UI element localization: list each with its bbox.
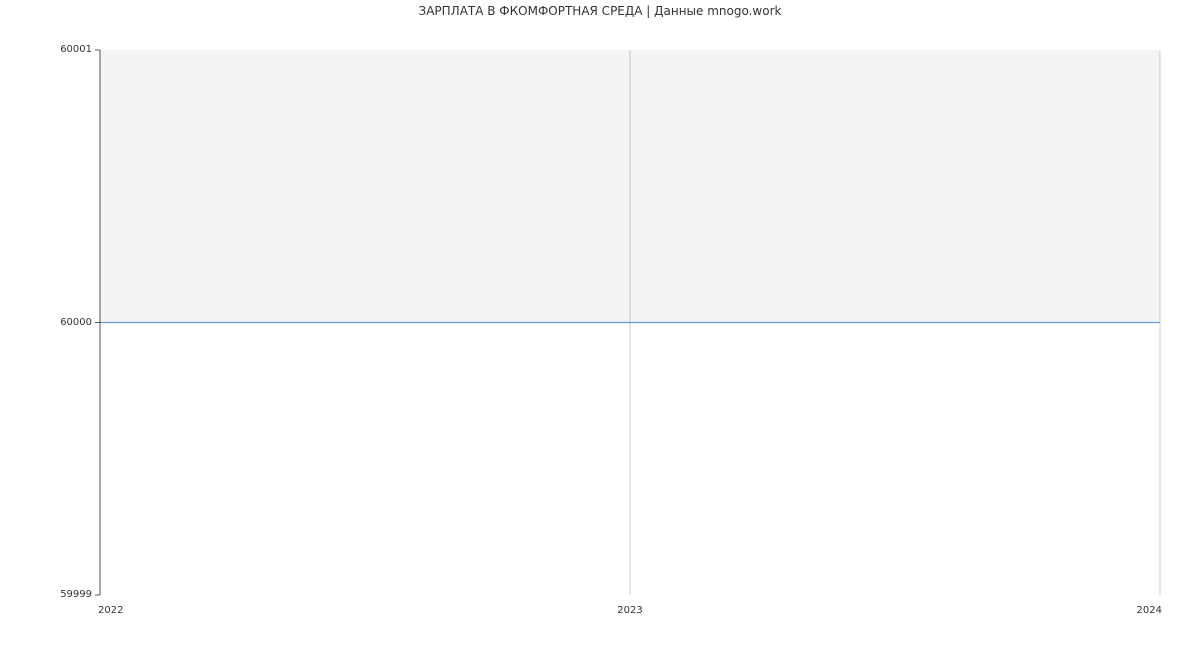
- x-tick-label: 2024: [1137, 605, 1162, 616]
- x-tick-label: 2022: [98, 605, 123, 616]
- y-tick-label: 60001: [60, 44, 92, 55]
- y-tick-label: 59999: [60, 589, 92, 600]
- chart-plot: [0, 0, 1200, 650]
- x-tick-label: 2023: [615, 605, 645, 616]
- y-tick-label: 60000: [60, 317, 92, 328]
